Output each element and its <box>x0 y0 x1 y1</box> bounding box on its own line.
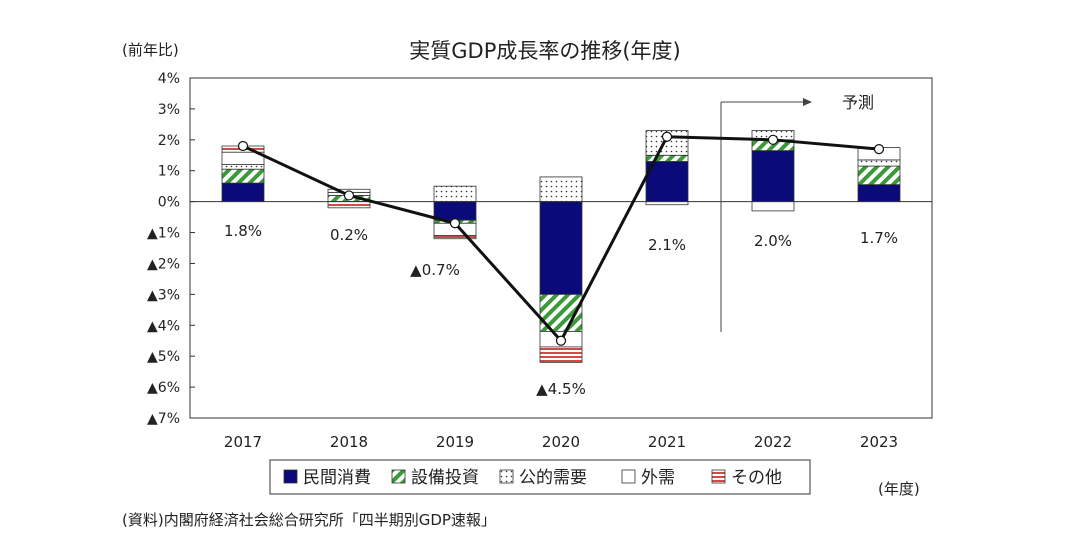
forecast-arrow-head <box>803 98 812 106</box>
bar-segment <box>539 201 583 295</box>
total-line-point <box>237 140 249 152</box>
x-axis-unit: (年度) <box>878 480 920 498</box>
total-line-point <box>343 190 355 201</box>
x-tick-label: 2019 <box>436 433 474 451</box>
y-tick-label: ▲4% <box>147 318 180 334</box>
bar-segment <box>857 159 901 167</box>
total-line-point <box>767 134 779 145</box>
y-tick-label: 3% <box>158 102 180 118</box>
x-tick-label: 2017 <box>224 433 262 451</box>
y-axis-label: (前年比) <box>122 41 179 59</box>
bar-segment <box>539 346 583 363</box>
bar-segment <box>433 201 477 221</box>
legend: 民間消費 設備投資 公的需要 外需 その他 <box>269 459 811 495</box>
y-tick-label: 0% <box>158 195 180 211</box>
total-line-point <box>449 218 461 229</box>
data-label: ▲0.7% <box>410 261 460 279</box>
forecast-label: 予測 <box>842 93 874 112</box>
x-tick-label: 2023 <box>860 433 898 451</box>
y-axis-ticks: 4% 3% 2% 1% 0% ▲1% ▲2% ▲3% ▲4% ▲5% ▲6% ▲7% <box>147 71 195 427</box>
x-tick-label: 2021 <box>648 433 686 451</box>
legend-label: 設備投資 <box>411 468 479 488</box>
legend-swatch <box>283 469 298 484</box>
y-tick-label: 4% <box>158 71 180 87</box>
legend-box <box>269 459 811 495</box>
x-tick-label: 2018 <box>330 433 368 451</box>
total-line-point <box>873 143 885 155</box>
total-growth-line: 1.8% 0.2% ▲0.7% ▲4.5% 2.1% 2.0% 1.7% <box>224 131 898 398</box>
source-note: (資料)内閣府経済社会総合研究所「四半期別GDP速報」 <box>122 511 496 529</box>
y-tick-label: 1% <box>158 164 180 180</box>
y-tick-label: 2% <box>158 133 180 149</box>
data-label: 2.0% <box>754 232 792 250</box>
x-tick-label: 2022 <box>754 433 792 451</box>
bar-segment <box>751 201 795 212</box>
data-label: ▲4.5% <box>536 380 586 398</box>
bar-segment <box>221 168 265 184</box>
forecast-marker: 予測 <box>720 93 874 332</box>
x-axis-ticks: 2017 2018 2019 2020 2021 2022 2023 <box>224 433 898 451</box>
bar-segment <box>857 184 901 203</box>
legend-swatch <box>621 469 636 484</box>
bars-group <box>190 130 932 363</box>
data-label: 0.2% <box>330 226 368 244</box>
legend-label: その他 <box>731 468 782 488</box>
data-label: 1.7% <box>860 229 898 247</box>
x-tick-label: 2020 <box>542 433 580 451</box>
legend-label: 公的需要 <box>519 468 587 488</box>
y-tick-label: ▲3% <box>147 287 180 303</box>
bar-segment <box>221 164 265 170</box>
total-line-point <box>661 131 673 142</box>
legend-label: 民間消費 <box>303 468 371 488</box>
bar-segment <box>751 150 795 203</box>
bar-segment <box>857 165 901 186</box>
y-tick-label: ▲6% <box>147 380 180 396</box>
chart-title: 実質GDP成長率の推移(年度) <box>409 39 681 63</box>
y-tick-label: ▲1% <box>147 226 180 242</box>
bar-segment <box>433 185 477 203</box>
legend-swatch <box>391 469 406 484</box>
data-label: 1.8% <box>224 222 262 240</box>
total-line-point <box>555 335 567 346</box>
bar-segment <box>221 182 265 203</box>
bar-segment <box>433 235 477 240</box>
bar-segment <box>645 154 689 162</box>
y-tick-label: ▲2% <box>147 256 180 272</box>
bar-segment <box>539 176 583 203</box>
legend-swatch <box>499 469 514 484</box>
data-label: 2.1% <box>648 236 686 254</box>
legend-swatch <box>711 469 726 484</box>
plot-area <box>189 77 933 419</box>
legend-label: 外需 <box>641 468 675 488</box>
y-tick-label: ▲7% <box>147 411 180 427</box>
bar-segment <box>327 201 371 209</box>
y-tick-label: ▲5% <box>147 349 180 365</box>
